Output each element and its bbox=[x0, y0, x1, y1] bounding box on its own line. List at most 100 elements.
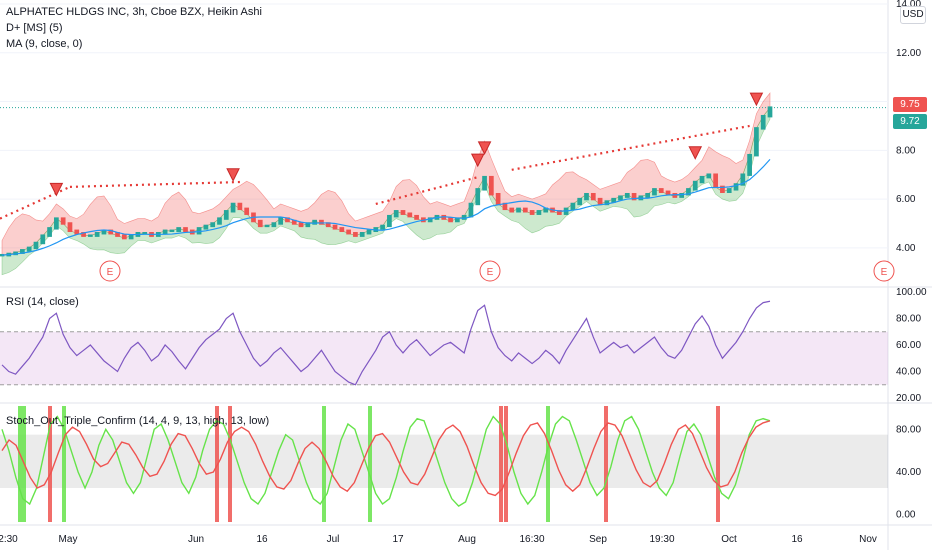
price-candle bbox=[509, 207, 515, 213]
earnings-marker-label: E bbox=[107, 267, 114, 278]
stoch-tick-label: 80.00 bbox=[896, 424, 921, 435]
x-tick-label: May bbox=[59, 534, 78, 545]
currency-button[interactable]: USD bbox=[900, 6, 926, 24]
price-candle bbox=[257, 219, 263, 228]
price-candle bbox=[60, 217, 66, 225]
price-candle bbox=[767, 106, 773, 118]
chart-title: ALPHATEC HLDGS INC, 3h, Cboe BZX, Heikin… bbox=[6, 6, 262, 18]
price-candle bbox=[455, 217, 460, 223]
stoch-signal-column bbox=[368, 406, 372, 522]
price-candle bbox=[726, 188, 732, 193]
price-candle bbox=[20, 249, 25, 254]
price-candle bbox=[699, 175, 705, 184]
price-candle bbox=[217, 217, 222, 225]
stoch-signal-column bbox=[604, 406, 608, 522]
price-candle bbox=[713, 173, 718, 189]
sell-marker bbox=[688, 146, 703, 160]
price-candle bbox=[461, 214, 467, 220]
price-candle bbox=[441, 214, 447, 220]
price-candle bbox=[47, 227, 52, 237]
price-candle bbox=[427, 217, 433, 223]
x-tick-label: Jul bbox=[327, 534, 340, 545]
price-candle bbox=[325, 222, 331, 228]
rsi-tick-label: 80.00 bbox=[896, 314, 921, 325]
price-candle bbox=[223, 210, 229, 220]
rsi-title[interactable]: RSI (14, close) bbox=[6, 296, 79, 308]
price-candle bbox=[142, 232, 148, 235]
price-candle bbox=[305, 222, 311, 228]
sell-marker bbox=[470, 153, 485, 168]
price-candle bbox=[162, 229, 168, 235]
price-candle bbox=[13, 251, 18, 256]
price-candle bbox=[332, 224, 338, 230]
earnings-marker bbox=[873, 260, 895, 282]
sell-marker bbox=[749, 92, 764, 107]
price-candle bbox=[33, 241, 39, 250]
indicator-dplus-label[interactable]: D+ [MS] (5) bbox=[6, 22, 63, 34]
price-candle bbox=[237, 202, 243, 211]
price-candle bbox=[196, 227, 202, 235]
price-candle bbox=[631, 192, 637, 201]
x-tick-label: Oct bbox=[721, 534, 737, 545]
price-candle bbox=[74, 229, 80, 235]
ma-value-badge: 9.72 bbox=[893, 114, 927, 129]
price-candle bbox=[679, 192, 685, 198]
price-tick-label: 8.00 bbox=[896, 145, 916, 156]
price-candle bbox=[522, 207, 528, 213]
price-candle bbox=[611, 197, 617, 203]
indicator-ma-label[interactable]: MA (9, close, 0) bbox=[6, 38, 83, 50]
price-candle bbox=[597, 197, 603, 206]
rsi-tick-label: 20.00 bbox=[896, 393, 921, 404]
x-tick-label: Sep bbox=[589, 534, 607, 545]
last-price-badge: 9.75 bbox=[893, 97, 927, 112]
price-candle bbox=[665, 190, 671, 196]
price-candle bbox=[346, 229, 351, 235]
price-candle bbox=[400, 210, 406, 215]
price-candle bbox=[115, 232, 120, 237]
stoch-tick-label: 40.00 bbox=[896, 467, 921, 478]
price-tick-label: 6.00 bbox=[896, 194, 916, 205]
x-tick-label: 2:30 bbox=[0, 534, 18, 545]
price-candle bbox=[584, 192, 589, 201]
price-candle bbox=[366, 229, 372, 235]
price-candle bbox=[645, 192, 651, 198]
stoch-signal-column bbox=[504, 406, 508, 522]
stoch-signal-column bbox=[18, 406, 22, 522]
stoch-title[interactable]: Stoch_Out_Triple_Confirm (14, 4, 9, 13, … bbox=[6, 415, 270, 427]
price-candle bbox=[543, 207, 549, 213]
rsi-band bbox=[0, 331, 888, 385]
price-candle bbox=[618, 195, 623, 201]
price-candle bbox=[210, 222, 216, 228]
price-tick-label: 14.00 bbox=[896, 0, 921, 10]
stoch-signal-column bbox=[228, 406, 232, 522]
sell-marker bbox=[477, 141, 492, 155]
price-candle bbox=[686, 188, 691, 196]
trend-line bbox=[0, 185, 71, 220]
stoch-signal-column bbox=[716, 406, 720, 522]
x-tick-label: 16 bbox=[791, 534, 803, 545]
price-candle bbox=[387, 214, 392, 228]
price-candle bbox=[516, 207, 521, 213]
earnings-marker-label: E bbox=[487, 267, 494, 278]
price-candle bbox=[176, 227, 182, 233]
price-candle bbox=[482, 175, 487, 191]
price-candle bbox=[169, 229, 175, 233]
price-candle bbox=[624, 192, 630, 198]
price-candle bbox=[488, 175, 494, 196]
stoch-signal-column bbox=[499, 406, 503, 522]
price-candle bbox=[108, 229, 114, 235]
price-candle bbox=[393, 210, 399, 218]
price-candle bbox=[448, 217, 453, 223]
price-candle bbox=[203, 224, 209, 230]
price-candle bbox=[67, 222, 73, 233]
price-candle bbox=[312, 219, 317, 225]
price-candle bbox=[658, 188, 664, 193]
earnings-marker-label: E bbox=[881, 267, 888, 278]
price-candle bbox=[54, 217, 59, 230]
stoch-d-line bbox=[1, 420, 771, 497]
price-candle bbox=[590, 192, 596, 201]
price-candle bbox=[407, 212, 413, 218]
price-candle bbox=[285, 217, 290, 223]
x-tick-label: Nov bbox=[859, 534, 877, 545]
